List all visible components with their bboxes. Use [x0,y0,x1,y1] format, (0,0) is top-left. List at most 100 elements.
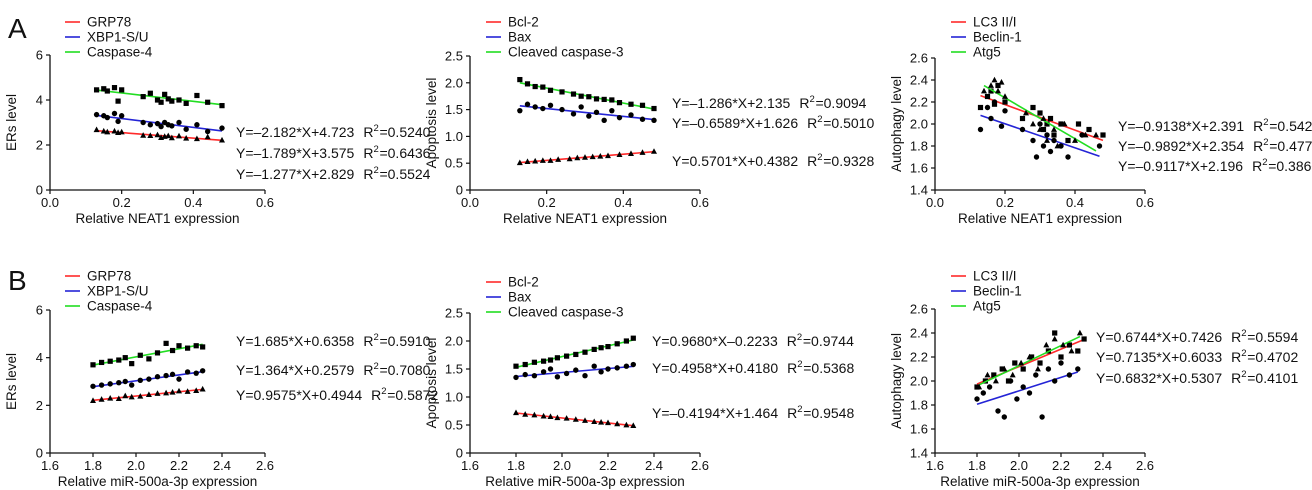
data-point [169,347,176,354]
r-squared-value: =0.5910 [379,333,430,349]
r-squared-superscript: 2 [797,359,802,370]
r-squared-label: R [1253,118,1263,134]
data-point [1051,126,1057,132]
y-tick-label: 1.5 [445,102,463,117]
r-squared-value: =0.9094 [815,95,866,111]
equation-label: Y=0.4958*X+0.4180 [652,360,778,376]
x-tick-label: 0.0 [461,195,479,210]
y-tick-label: 2 [36,138,43,153]
data-point [566,155,573,162]
x-tick-label: 2.6 [691,458,709,473]
legend-label-bcl-2: Bcl-2 [508,275,539,290]
r-squared-label: R [807,153,817,169]
r-squared-superscript: 2 [809,94,814,105]
x-tick-label: 2.6 [1136,458,1154,473]
data-point [605,366,611,372]
data-point [547,157,554,163]
chart-5: 0 0.5 1.0 1.5 2.0 2.5 1.6 1.8 2.0 2.2 2.4 2.6 Relati… [424,275,854,490]
y-tick-label: 1.8 [910,398,928,413]
data-point [598,345,604,351]
series-xbp1-s-u [90,368,206,389]
series-cleaved-caspase-3 [517,76,657,112]
legend-label-cleaved-caspase-3: Cleaved caspase-3 [508,305,624,320]
x-tick-label: 2.0 [553,458,571,473]
data-point [1075,366,1081,372]
data-point [145,391,152,398]
data-point [574,154,581,161]
data-point [93,111,100,118]
data-point [137,393,144,399]
y-tick-label: 1.0 [445,390,463,405]
data-point [1030,120,1036,127]
data-point [988,82,994,88]
y-tick-label: 6 [36,48,43,63]
r-squared-superscript: 2 [1263,117,1268,128]
r-squared-label: R [363,362,373,378]
data-point [1044,137,1050,143]
equation-label: Y=1.364*X+0.2579 [236,362,355,378]
data-point [1054,142,1061,149]
x-tick-label: 1.6 [41,458,59,473]
data-point [623,363,630,369]
data-point [1030,137,1036,144]
x-axis-label: Relative miR-500a-3p expression [58,474,258,489]
x-tick-label: 2.4 [645,458,663,473]
x-tick-label: 2.6 [256,458,274,473]
data-point [1001,414,1007,420]
data-point [147,122,154,128]
data-point [137,377,143,384]
r-squared-label: R [1231,370,1241,386]
legend-label-lc3-ii-i: LC3 II/I [973,269,1017,284]
data-point [154,120,161,127]
equation-label: Y=1.685*X+0.6358 [236,333,355,349]
data-point [601,117,607,124]
x-axis-label: Relative NEAT1 expression [75,211,239,226]
data-point [614,341,620,347]
data-point [988,115,994,122]
data-point [165,96,171,102]
data-point [219,103,225,109]
y-tick-label: 2 [36,398,43,413]
data-point [991,99,998,105]
equation-label: Y=–1.789*X+3.575 [236,145,355,161]
data-point [122,355,128,361]
data-point [513,409,519,416]
r-squared-label: R [787,360,797,376]
series-atg5 [981,76,1099,152]
data-point [591,418,598,425]
data-point [539,157,546,163]
y-tick-label: 2.0 [445,75,463,90]
data-point [219,125,225,131]
data-point [623,338,629,344]
data-point [163,389,170,396]
data-point [111,127,118,134]
data-point [162,91,168,97]
data-point [977,126,984,133]
data-point [176,97,182,103]
data-point [1019,115,1026,122]
data-point [147,132,154,138]
series-cleaved-caspase-3 [513,335,636,369]
data-point [974,384,980,390]
data-point [1072,137,1078,143]
series-bax [517,101,657,124]
data-point [981,87,987,94]
data-point [991,76,998,83]
data-point [1030,104,1036,111]
y-tick-label: 0.5 [445,418,463,433]
y-tick-label: 2.4 [910,73,928,88]
data-point [532,83,538,90]
series-beclin-1 [977,99,1103,160]
legend-label-bax: Bax [508,290,532,305]
r-squared-value: =0.7080 [379,362,430,378]
data-point [586,113,592,119]
data-point [101,86,107,92]
data-point [999,366,1005,372]
data-point [513,363,519,369]
x-axis-label: Relative NEAT1 expression [958,211,1122,226]
data-point [540,369,547,375]
r-squared-label: R [363,124,373,140]
r-squared-superscript: 2 [817,114,822,125]
data-point [1001,365,1008,372]
data-point [104,128,111,135]
